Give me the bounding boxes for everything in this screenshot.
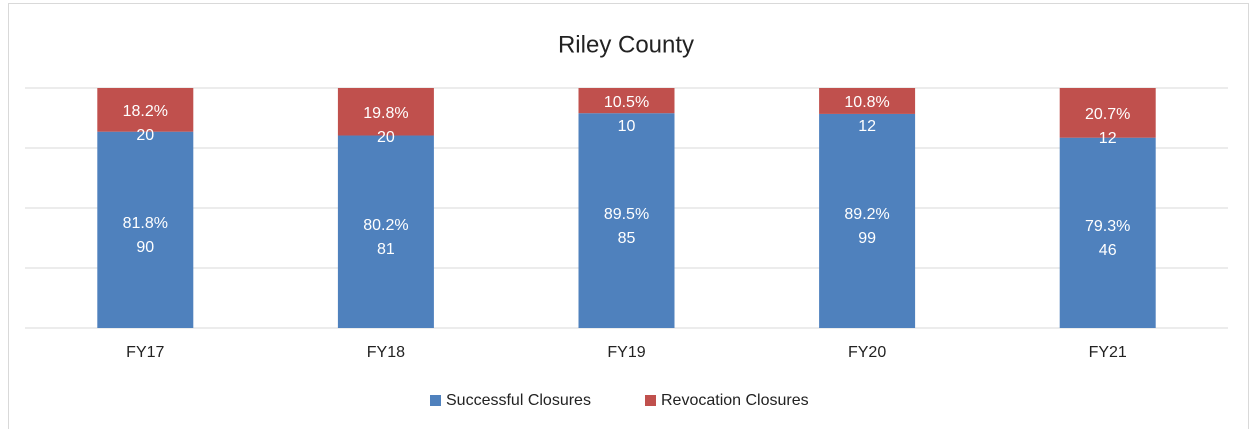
- x-tick-label: FY17: [126, 344, 164, 361]
- x-tick-label: FY18: [367, 344, 405, 361]
- bar-segment: [337, 88, 434, 136]
- bar-segment: [1059, 137, 1156, 328]
- data-label: 89.5%: [604, 206, 649, 223]
- data-count-label: 20: [377, 129, 395, 146]
- chart-title: Riley County: [558, 31, 694, 58]
- data-label: 89.2%: [844, 206, 889, 223]
- data-label: 19.8%: [363, 105, 408, 122]
- bar-segment: [578, 88, 675, 114]
- data-count-label: 81: [377, 241, 395, 258]
- x-tick-label: FY20: [848, 344, 886, 361]
- data-label: 80.2%: [363, 217, 408, 234]
- data-label: 20.7%: [1085, 106, 1130, 123]
- data-label: 79.3%: [1085, 218, 1130, 235]
- bar-segment: [819, 88, 916, 114]
- legend-swatch: [645, 395, 656, 406]
- data-count-label: 12: [1099, 130, 1117, 147]
- bar-segment: [1059, 88, 1156, 138]
- bar-segment: [819, 113, 916, 328]
- bar-segment: [578, 113, 675, 328]
- data-count-label: 46: [1099, 242, 1117, 259]
- data-count-label: 10: [618, 118, 636, 135]
- legend-label: Revocation Closures: [661, 392, 809, 409]
- legend-label: Successful Closures: [446, 392, 591, 409]
- data-count-label: 12: [858, 118, 876, 135]
- data-label: 81.8%: [123, 215, 168, 232]
- x-tick-label: FY21: [1089, 344, 1127, 361]
- bar-segment: [337, 135, 434, 328]
- bar-segment: [97, 88, 194, 132]
- data-label: 18.2%: [123, 103, 168, 120]
- data-count-label: 90: [136, 239, 154, 256]
- x-tick-label: FY19: [607, 344, 645, 361]
- data-count-label: 20: [136, 127, 154, 144]
- data-label: 10.8%: [844, 94, 889, 111]
- data-count-label: 99: [858, 230, 876, 247]
- bar-segment: [97, 131, 194, 328]
- data-label: 10.5%: [604, 94, 649, 111]
- data-count-label: 85: [618, 230, 636, 247]
- legend-swatch: [430, 395, 441, 406]
